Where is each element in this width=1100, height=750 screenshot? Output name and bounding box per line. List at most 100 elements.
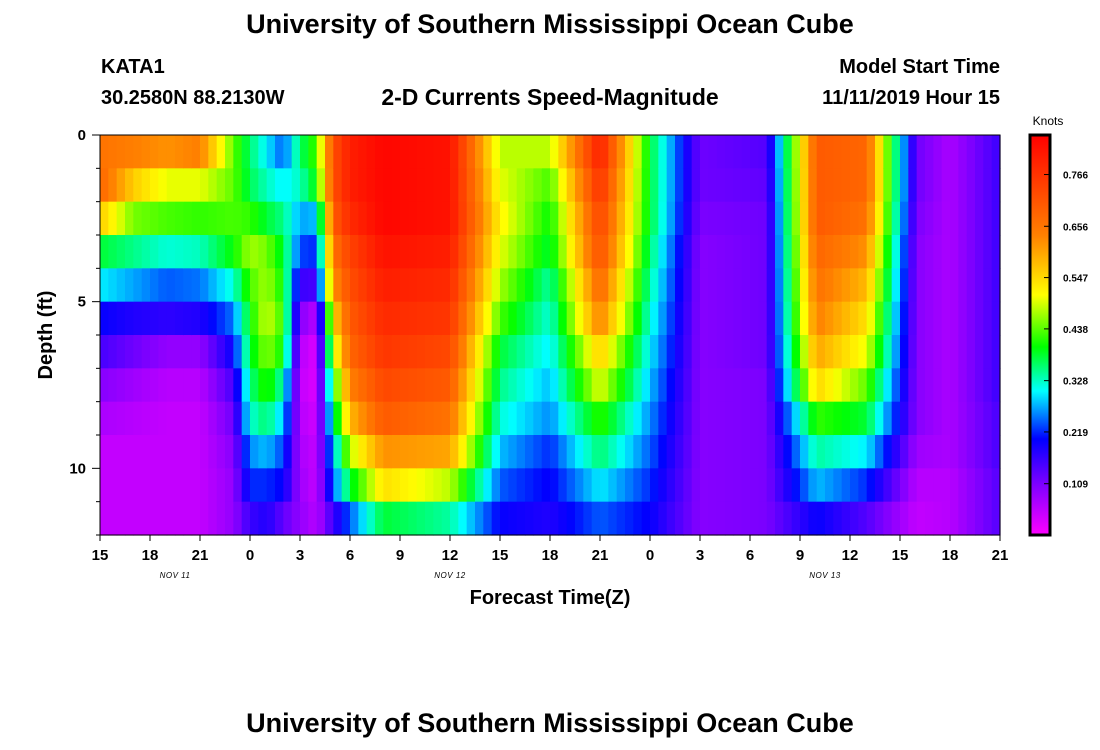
heat-cell [500, 301, 509, 336]
heat-cell [125, 435, 134, 469]
heat-cell [250, 201, 259, 236]
heat-cell [125, 268, 134, 303]
heat-cell [650, 135, 659, 169]
heat-cell [858, 335, 868, 369]
heat-cell [800, 235, 809, 269]
heat-cell [558, 368, 568, 403]
heat-cell [608, 501, 618, 536]
colorbar [1028, 133, 1052, 537]
heat-cell [491, 468, 501, 503]
heat-cell [175, 335, 184, 369]
heat-cell [208, 335, 218, 369]
heat-cell [141, 435, 151, 469]
heat-cell [383, 135, 393, 169]
heat-cell [708, 268, 718, 303]
heat-cell [358, 301, 368, 336]
heat-cell [708, 501, 718, 536]
heat-cell [466, 268, 476, 303]
heat-cell [700, 135, 709, 169]
heat-cell [950, 335, 959, 369]
heat-cell [300, 268, 309, 303]
heat-cell [741, 201, 751, 236]
heat-cell [450, 235, 459, 269]
heat-cell [908, 268, 918, 303]
heat-cell [925, 335, 934, 369]
heat-cell [933, 201, 943, 236]
heat-cell [183, 268, 193, 303]
heat-cell [483, 268, 493, 303]
heat-cell [308, 368, 318, 403]
heat-cell [891, 368, 901, 403]
heat-cell [108, 301, 118, 336]
heat-cell [650, 501, 659, 536]
heat-cell [175, 401, 184, 436]
heat-cell [908, 168, 918, 203]
heat-cell [816, 468, 826, 503]
heat-cell [958, 368, 968, 403]
heat-cell [475, 501, 484, 536]
heat-cell [883, 301, 893, 336]
heat-cell [983, 401, 993, 436]
heat-cell [275, 468, 284, 503]
heat-cell [441, 201, 451, 236]
heat-cell [550, 235, 559, 269]
heat-cell [475, 301, 484, 336]
heat-cell [416, 135, 426, 169]
heat-cell [441, 168, 451, 203]
heat-cell [325, 135, 334, 169]
heat-cell [333, 335, 343, 369]
heat-cell [791, 335, 801, 369]
heat-cell [650, 368, 659, 403]
heat-cell [258, 301, 268, 336]
heat-cell [725, 168, 734, 203]
heat-cell [425, 368, 434, 403]
heat-cell [625, 135, 634, 169]
heat-cell [850, 435, 859, 469]
heat-cell [816, 168, 826, 203]
heat-cell [875, 168, 884, 203]
heat-cell [183, 401, 193, 436]
heat-cell [633, 368, 643, 403]
heat-cell [141, 401, 151, 436]
heat-cell [683, 468, 693, 503]
heat-cell [166, 401, 176, 436]
heat-cell [100, 435, 109, 469]
heat-cell [941, 235, 951, 269]
heat-cell [908, 135, 918, 169]
heat-cell [316, 135, 326, 169]
heat-cell [841, 468, 851, 503]
heat-cell [775, 468, 784, 503]
heat-cell [483, 301, 493, 336]
heat-cell [433, 501, 443, 536]
heat-cell [566, 201, 576, 236]
heat-cell [216, 201, 226, 236]
heat-cell [566, 401, 576, 436]
heat-cell [483, 501, 493, 536]
heat-cell [191, 268, 201, 303]
heat-cell [316, 235, 326, 269]
heat-cell [666, 268, 676, 303]
heat-cell [433, 468, 443, 503]
heat-cell [425, 468, 434, 503]
heat-cell [491, 368, 501, 403]
heat-cell [625, 401, 634, 436]
heat-cell [808, 468, 818, 503]
heat-cell [241, 135, 251, 169]
heat-cell [600, 135, 609, 169]
heat-cell [366, 301, 376, 336]
heat-cell [158, 501, 168, 536]
heat-cell [575, 468, 584, 503]
x-tick-label: 6 [746, 547, 754, 564]
heat-cell [666, 235, 676, 269]
heat-cell [125, 235, 134, 269]
heat-cell [350, 235, 359, 269]
heat-cell [233, 368, 243, 403]
heat-cell [391, 335, 401, 369]
heat-cell [991, 135, 1001, 169]
heat-cell [541, 468, 551, 503]
heat-cell [816, 335, 826, 369]
heat-cell [558, 468, 568, 503]
heat-cell [641, 235, 651, 269]
heat-cell [433, 168, 443, 203]
heat-cell [216, 135, 226, 169]
